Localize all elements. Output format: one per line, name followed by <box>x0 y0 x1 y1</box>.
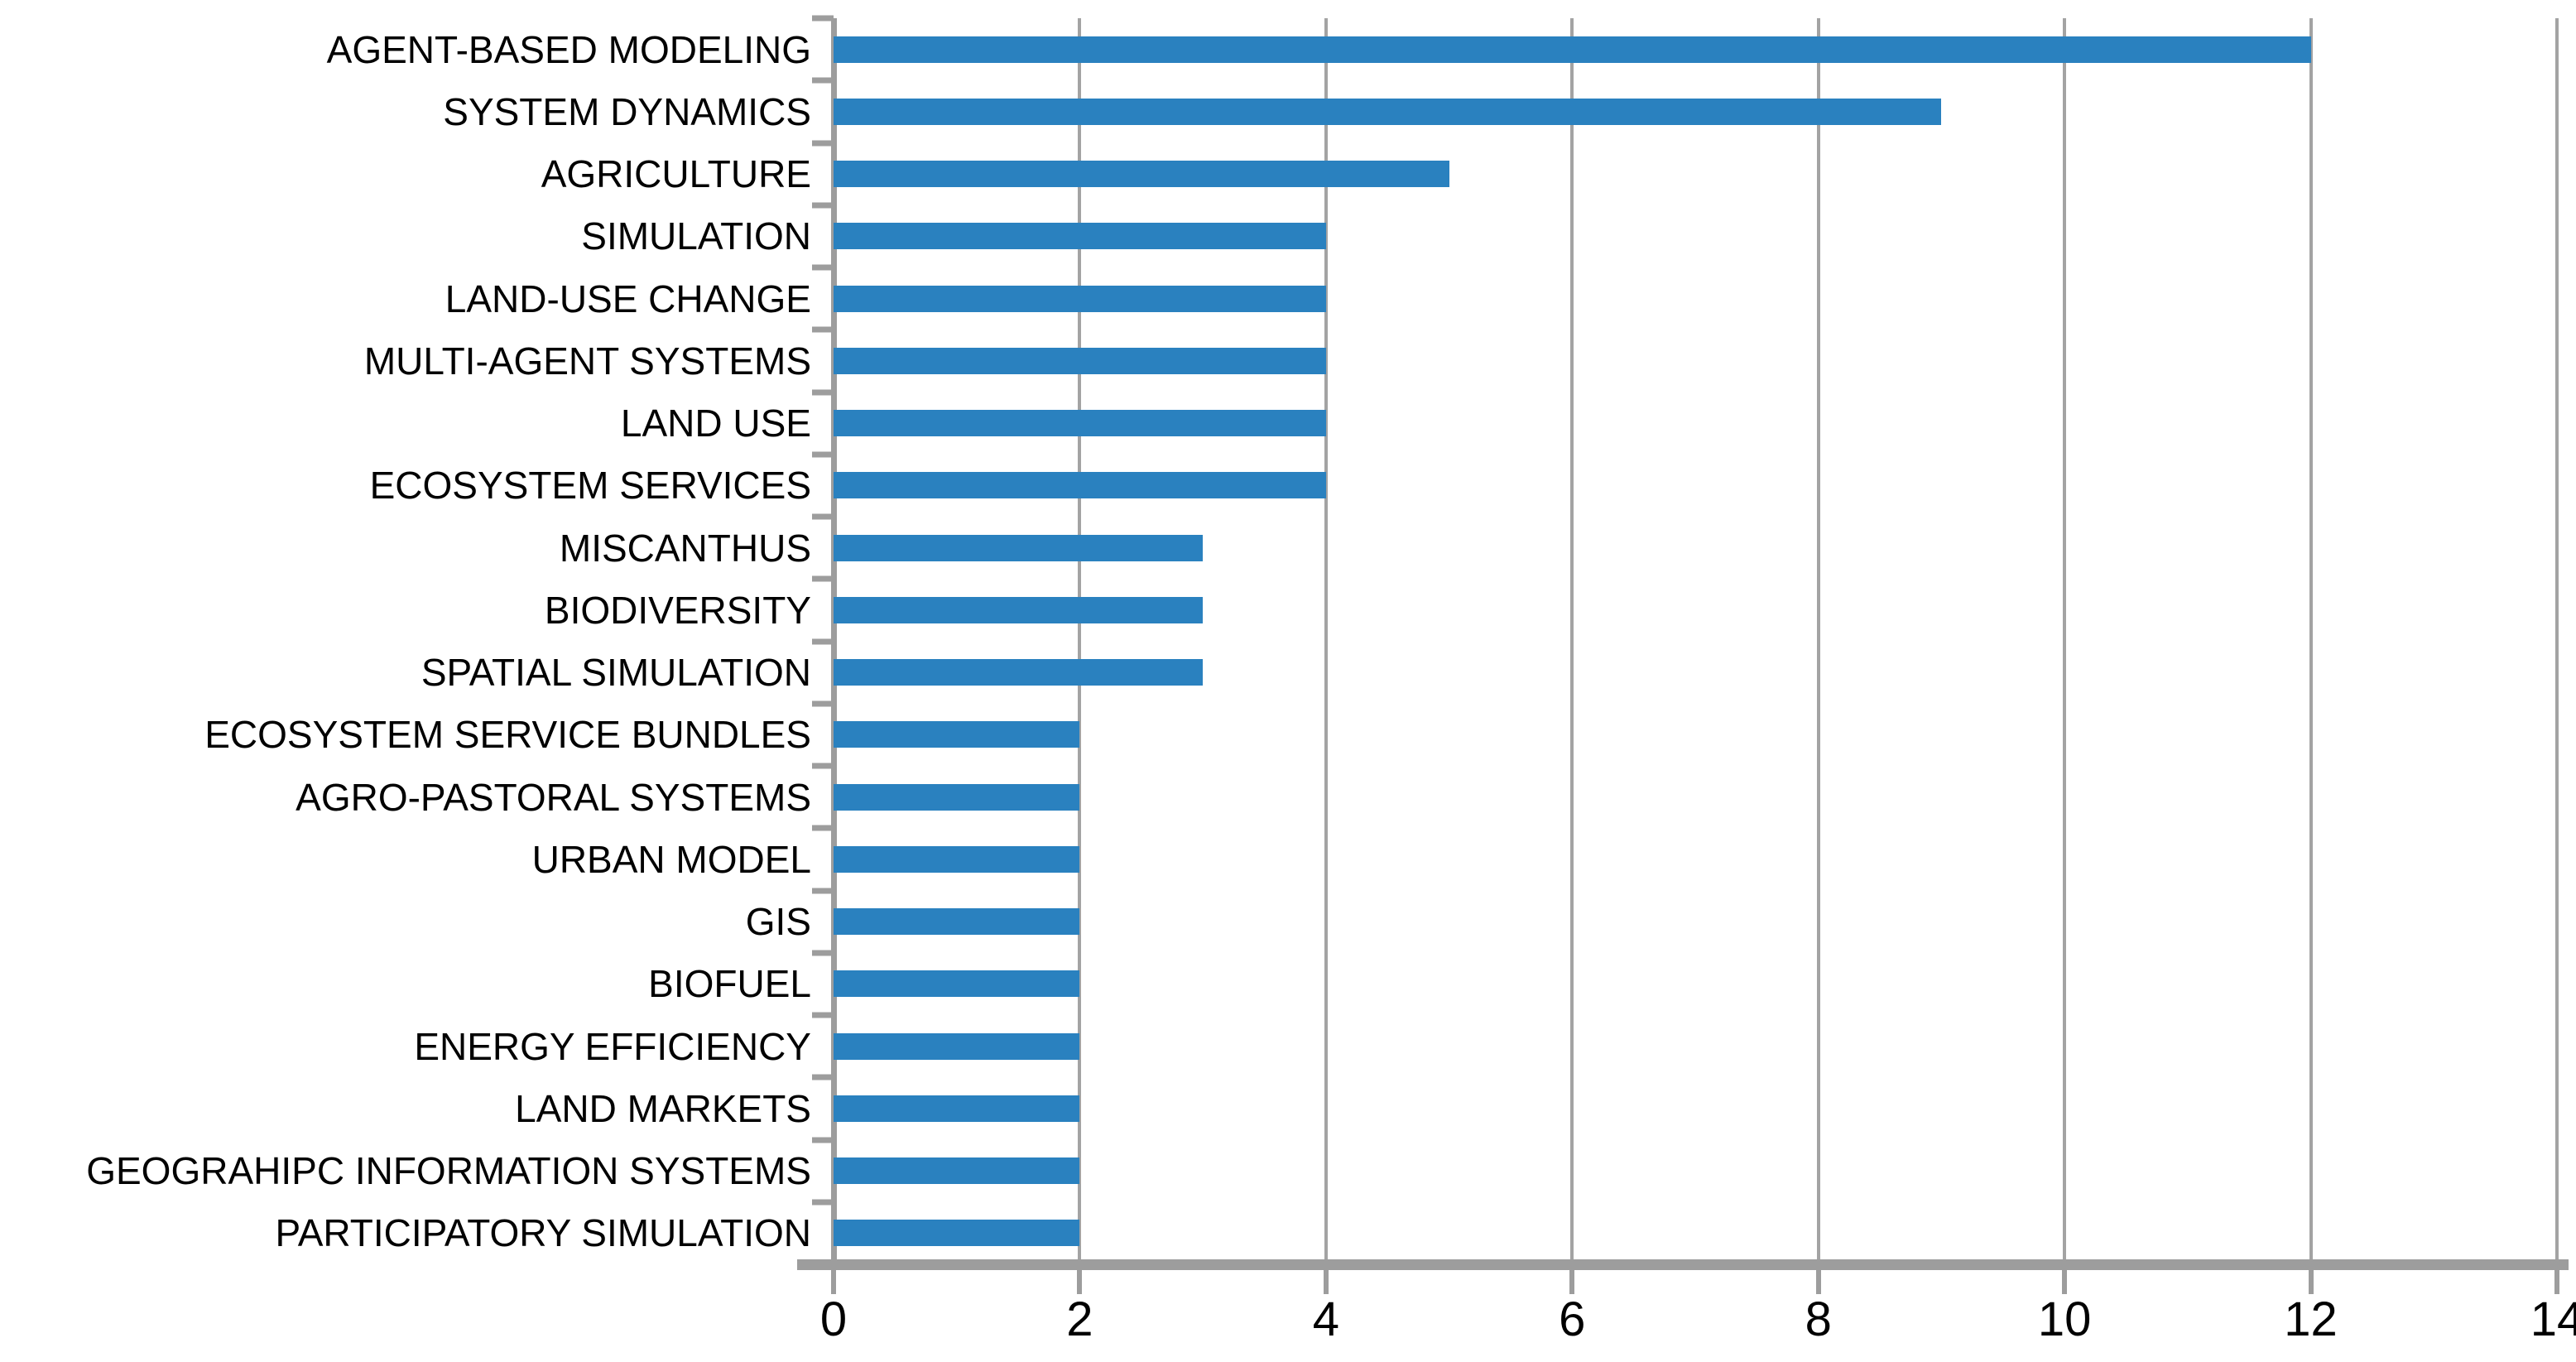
bar-urban-model <box>834 845 1080 873</box>
category-label: AGRO-PASTORAL SYSTEMS <box>296 775 811 819</box>
x-axis-tick <box>1077 1264 1083 1294</box>
x-tick-label-4: 4 <box>1312 1292 1339 1346</box>
category-label: GIS <box>745 900 811 944</box>
y-axis-tick <box>812 451 834 458</box>
x-axis-tick <box>1815 1264 1821 1294</box>
bar-agriculture <box>834 161 1449 188</box>
category-label: AGENT-BASED MODELING <box>326 27 811 71</box>
category-label: GEOGRAHIPC INFORMATION SYSTEMS <box>86 1149 811 1193</box>
x-axis-tick <box>1323 1264 1329 1294</box>
y-axis-tick <box>812 950 834 956</box>
x-tick-label-0: 0 <box>819 1292 848 1346</box>
category-label: LAND USE <box>620 402 811 445</box>
bar-geograhipc-information-systems <box>834 1157 1080 1185</box>
bar-land-markets <box>834 1095 1080 1122</box>
category-label: MISCANTHUS <box>559 526 811 570</box>
category-label: SPATIAL SIMULATION <box>421 651 811 695</box>
y-axis-tick <box>812 638 834 644</box>
bar-multi-agent-systems <box>834 347 1326 374</box>
y-axis-tick <box>812 140 834 146</box>
bar-energy-efficiency <box>834 1032 1080 1060</box>
y-axis-tick <box>812 825 834 831</box>
y-axis-tick <box>812 700 834 707</box>
bar-biodiversity <box>834 596 1204 623</box>
x-tick-label-12: 12 <box>2284 1292 2338 1346</box>
y-axis-line <box>831 18 837 1264</box>
x-axis-tick <box>2308 1264 2314 1294</box>
y-axis-tick <box>812 389 834 395</box>
gridline-x-12 <box>2309 18 2313 1264</box>
y-axis-tick <box>812 763 834 769</box>
y-axis-tick <box>812 1199 834 1206</box>
y-axis-tick <box>812 888 834 893</box>
bar-participatory-simulation <box>834 1220 1080 1247</box>
y-axis-tick <box>812 1137 834 1143</box>
gridline-x-6 <box>1570 18 1574 1264</box>
category-label: BIODIVERSITY <box>544 588 811 632</box>
plot-area <box>812 15 2559 1268</box>
x-tick-label-6: 6 <box>1559 1292 1586 1346</box>
category-label: PARTICIPATORY SIMULATION <box>275 1211 811 1255</box>
category-label: SYSTEM DYNAMICS <box>443 89 811 133</box>
bar-simulation <box>834 223 1326 250</box>
y-axis-tick <box>812 202 834 209</box>
y-axis-tick <box>812 513 834 520</box>
bar-agro-pastoral-systems <box>834 783 1080 811</box>
category-label: MULTI-AGENT SYSTEMS <box>363 339 811 383</box>
x-axis-tick <box>831 1264 836 1294</box>
category-axis-labels: AGENT-BASED MODELING SYSTEM DYNAMICS AGRIC… <box>0 18 811 1264</box>
bar-biofuel <box>834 970 1080 998</box>
category-label: LAND MARKETS <box>515 1086 811 1130</box>
y-axis-tick <box>812 264 834 271</box>
category-label: ECOSYSTEM SERVICES <box>369 464 811 508</box>
y-axis-tick <box>812 1012 834 1018</box>
gridline-x-8 <box>1816 18 1820 1264</box>
bar-ecosystem-services <box>834 472 1326 499</box>
y-axis-tick <box>812 15 834 22</box>
x-axis-tick <box>2554 1264 2559 1294</box>
category-label: URBAN MODEL <box>531 837 811 881</box>
x-axis-line <box>797 1259 2569 1270</box>
x-axis-tick <box>2062 1264 2068 1294</box>
bar-land-use-change <box>834 285 1326 312</box>
x-tick-label-8: 8 <box>1805 1292 1832 1346</box>
bar-miscanthus <box>834 534 1204 561</box>
bar-gis <box>834 908 1080 936</box>
x-tick-label-2: 2 <box>1066 1292 1093 1346</box>
bar-land-use <box>834 410 1326 437</box>
bar-spatial-simulation <box>834 659 1204 686</box>
gridline-x-14 <box>2555 18 2559 1264</box>
category-label: ENERGY EFFICIENCY <box>414 1024 811 1068</box>
y-axis-tick <box>812 575 834 582</box>
y-axis-tick <box>812 326 834 333</box>
x-tick-label-10: 10 <box>2037 1292 2092 1346</box>
gridline-x-2 <box>1078 18 1082 1264</box>
bar-system-dynamics <box>834 98 1942 125</box>
gridline-x-4 <box>1324 18 1328 1264</box>
y-axis-tick <box>812 77 834 84</box>
x-axis-tick <box>1569 1264 1575 1294</box>
x-axis-tick-labels: 0 2 4 6 8 10 12 14 <box>820 1292 2576 1358</box>
gridline-x-10 <box>2063 18 2067 1264</box>
category-label: AGRICULTURE <box>541 152 811 196</box>
x-tick-label-14: 14 <box>2530 1292 2576 1346</box>
bar-agent-based-modeling <box>834 36 2311 63</box>
category-label: LAND-USE CHANGE <box>445 277 811 320</box>
bar-ecosystem-service-bundles <box>834 721 1080 748</box>
category-label: BIOFUEL <box>648 962 811 1006</box>
category-label: SIMULATION <box>581 214 811 258</box>
category-label: ECOSYSTEM SERVICE BUNDLES <box>204 713 811 757</box>
y-axis-tick <box>812 1074 834 1080</box>
